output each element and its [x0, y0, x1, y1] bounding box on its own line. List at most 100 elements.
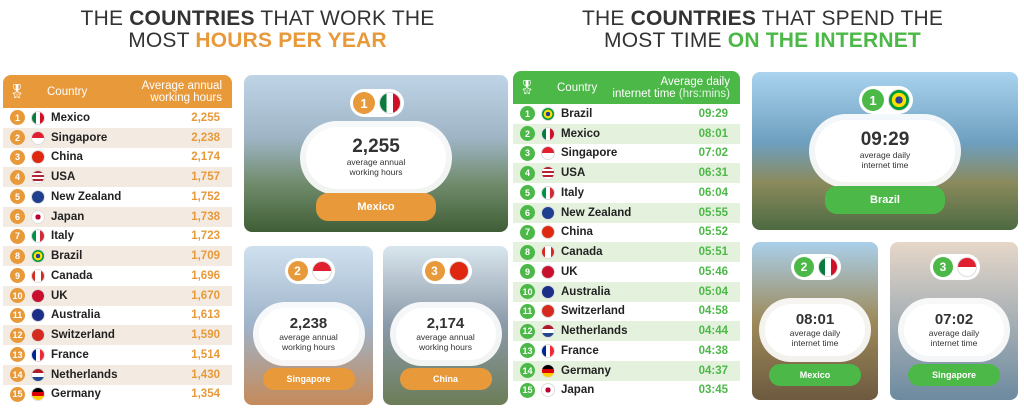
rank-badge: 14: [520, 363, 535, 379]
row-value: 1,514: [191, 348, 220, 361]
country-label: Mexico: [769, 364, 861, 386]
country-photo-card: 3 07:02 average daily internet time Singap…: [890, 242, 1018, 400]
table-row: 1 Brazil 09:29: [513, 104, 740, 124]
rank-badge: 2: [520, 126, 535, 142]
rank-number: 3: [933, 257, 953, 277]
country-name: Switzerland: [561, 305, 625, 318]
country-name: Italy: [51, 230, 75, 243]
stat-label-l1: average daily: [928, 328, 980, 338]
rank-badge: 8: [10, 248, 25, 264]
title-text: THAT WORK THE: [254, 7, 435, 30]
flag-nl-icon: [541, 324, 555, 339]
flag-sg-icon: [311, 261, 332, 281]
rank-number: 2: [287, 261, 308, 281]
table-row: 6 New Zealand 05:55: [513, 202, 740, 223]
flag-ca-icon: [31, 268, 45, 283]
stat-value: 07:02: [934, 311, 974, 328]
flag-cn-icon: [541, 225, 555, 240]
table-row: 15 Japan 03:45: [513, 380, 740, 401]
row-value: 1,752: [191, 190, 220, 203]
stat-cloud: 2,255 average annual working hours: [306, 127, 446, 189]
flag-jp-icon: [31, 209, 45, 224]
table-row: 14 Netherlands 1,430: [3, 364, 232, 385]
stat-label-l2: internet time: [791, 338, 839, 348]
rank-number: 1: [862, 89, 884, 111]
rank-badge: 1: [10, 110, 25, 126]
flag-br-icon: [888, 89, 910, 111]
row-value: 04:37: [698, 364, 728, 377]
flag-sg-icon: [31, 130, 45, 145]
country-name: Australia: [51, 309, 101, 322]
rank-flag-badge: 2: [791, 254, 841, 280]
header-value-l2: working hours: [150, 91, 222, 104]
flag-nl-icon: [31, 367, 45, 382]
title-accent: HOURS PER YEAR: [195, 29, 387, 52]
table-row: 9 Canada 1,696: [3, 266, 232, 286]
row-value: 04:58: [698, 305, 728, 318]
stat-label-l2: working hours: [419, 342, 472, 352]
stat-cloud: 08:01 average daily internet time: [765, 304, 865, 356]
country-label: Mexico: [316, 193, 436, 221]
rank-badge: 13: [10, 347, 25, 363]
country-name: China: [561, 226, 593, 239]
flag-mx-icon: [818, 257, 838, 277]
table-row: 10 UK 1,670: [3, 285, 232, 306]
flag-mx-icon: [379, 92, 401, 114]
flag-sg-icon: [957, 257, 977, 277]
title-text: THE: [581, 7, 631, 30]
header-country: Country: [47, 85, 88, 98]
stat-label-l1: average daily: [789, 328, 841, 338]
rank-flag-badge: 1: [350, 89, 404, 117]
title-bold: COUNTRIES: [129, 7, 255, 30]
table-row: 8 Brazil 1,709: [3, 246, 232, 266]
stat-value: 08:01: [795, 311, 835, 328]
stat-cloud: 07:02 average daily internet time: [904, 304, 1004, 356]
rank-badge: 4: [10, 169, 25, 185]
flag-us-icon: [541, 166, 555, 181]
country-name: New Zealand: [51, 190, 122, 203]
row-value: 1,354: [191, 388, 220, 401]
rank-flag-badge: 2: [284, 258, 335, 284]
header-value-l1: Average daily: [660, 75, 730, 88]
header-country: Country: [557, 81, 598, 94]
country-name: Mexico: [561, 127, 600, 140]
rank-flag-badge: 3: [930, 254, 980, 280]
stat-label-l2: internet time: [861, 160, 909, 170]
flag-fr-icon: [31, 347, 45, 362]
country-name: Brazil: [51, 250, 83, 263]
rank-badge: 10: [10, 288, 25, 304]
table-row: 9 UK 05:46: [513, 262, 740, 282]
title-bold: COUNTRIES: [630, 7, 757, 30]
table-row: 3 Singapore 07:02: [513, 143, 740, 164]
rank-badge: 3: [10, 149, 25, 165]
table-row: 8 Canada 05:51: [513, 242, 740, 262]
table-row: 6 Japan 1,738: [3, 206, 232, 227]
rank-badge: 9: [520, 264, 535, 280]
flag-fr-icon: [541, 343, 555, 358]
flag-de-icon: [31, 387, 45, 402]
rank-badge: 11: [10, 307, 25, 323]
country-label: Singapore: [262, 368, 355, 390]
table-row: 10 Australia 05:04: [513, 281, 740, 302]
row-value: 1,757: [191, 171, 220, 184]
country-name: Canada: [561, 246, 603, 259]
row-value: 2,174: [191, 151, 220, 164]
working-hours-table: 🎖 Country Average annual working hours 1 M…: [3, 75, 232, 405]
table-row: 15 Germany 1,354: [3, 384, 232, 405]
country-name: China: [51, 151, 83, 164]
table-row: 2 Singapore 2,238: [3, 127, 232, 148]
country-name: Mexico: [51, 111, 90, 124]
row-value: 09:29: [698, 107, 728, 120]
flag-mx-icon: [541, 126, 555, 141]
stat-label-l1: average annual: [346, 157, 406, 167]
row-value: 06:31: [698, 167, 728, 180]
flag-de-icon: [541, 363, 555, 378]
table-row: 12 Switzerland 1,590: [3, 325, 232, 345]
country-name: Brazil: [561, 107, 593, 120]
country-label: Brazil: [825, 186, 945, 214]
header-unit: (hrs:mins): [678, 87, 730, 100]
rank-number: 1: [353, 92, 375, 114]
header-value-l2: internet time: [612, 87, 676, 100]
flag-cn-icon: [31, 150, 45, 165]
title-text: THAT SPEND THE: [756, 7, 944, 30]
